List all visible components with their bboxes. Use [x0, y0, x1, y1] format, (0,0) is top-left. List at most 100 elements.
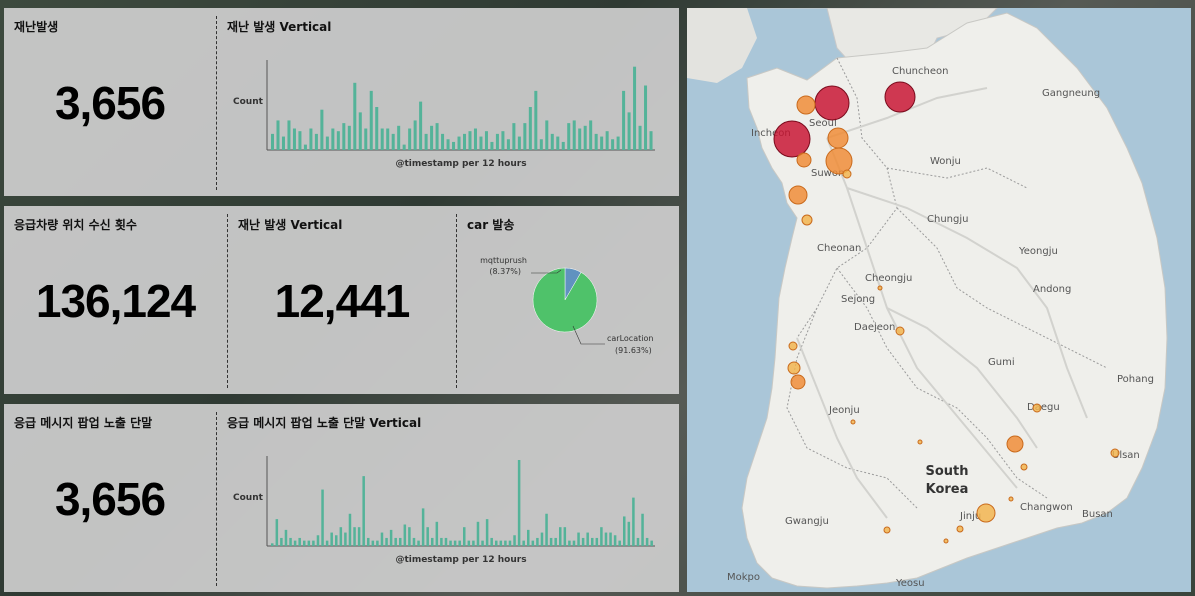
disaster-hist-bar[interactable] [594, 133, 598, 150]
popup-hist-bar[interactable] [645, 537, 649, 546]
disaster-hist-bar[interactable] [309, 128, 313, 151]
disaster-hist-bar[interactable] [413, 120, 417, 150]
popup-hist-bar[interactable] [321, 489, 324, 546]
popup-hist-bar[interactable] [522, 540, 525, 546]
popup-hist-bar[interactable] [485, 519, 489, 546]
disaster-hist-bar[interactable] [512, 123, 516, 150]
popup-hist-bar[interactable] [335, 535, 338, 546]
map-marker[interactable] [788, 185, 808, 205]
map-marker[interactable] [1110, 448, 1120, 458]
disaster-hist-bar[interactable] [495, 133, 499, 150]
popup-hist-bar[interactable] [609, 532, 612, 546]
disaster-hist-bar[interactable] [424, 133, 428, 150]
car-dispatch-pie-chart[interactable]: mqttuprush (8.37%) carLocation (91.63%) [457, 236, 679, 386]
disaster-hist-bar[interactable] [287, 120, 291, 150]
map-marker[interactable] [790, 374, 806, 390]
popup-hist-bar[interactable] [431, 537, 434, 546]
map-marker[interactable] [1008, 496, 1014, 502]
popup-hist-bar[interactable] [316, 535, 320, 546]
popup-hist-bar[interactable] [421, 508, 425, 546]
map-marker[interactable] [842, 169, 852, 179]
disaster-hist-bar[interactable] [386, 128, 390, 151]
map-marker[interactable] [883, 526, 891, 534]
popup-hist-bar[interactable] [513, 535, 516, 546]
popup-hist-bar[interactable] [627, 521, 631, 546]
popup-hist-bar[interactable] [641, 513, 644, 546]
map-marker[interactable] [943, 538, 949, 544]
map-marker[interactable] [796, 95, 816, 115]
disaster-hist-bar[interactable] [539, 139, 543, 150]
map-marker[interactable] [814, 85, 850, 121]
disaster-hist-bar[interactable] [572, 120, 576, 150]
map-marker[interactable] [1032, 403, 1042, 413]
disaster-hist-bar[interactable] [501, 131, 505, 150]
disaster-hist-bar[interactable] [523, 123, 527, 150]
popup-hist-bar[interactable] [636, 537, 640, 546]
popup-hist-bar[interactable] [572, 540, 576, 546]
disaster-hist-bar[interactable] [358, 112, 362, 150]
map-marker[interactable] [787, 361, 801, 375]
popup-hist-bar[interactable] [371, 540, 375, 546]
popup-hist-bar[interactable] [586, 532, 589, 546]
map-canvas[interactable]: Chuncheon Gangneung Seoul Incheon Suwon Wonju… [687, 8, 1191, 592]
disaster-hist-bar[interactable] [633, 66, 637, 150]
popup-hist-bar[interactable] [600, 527, 603, 546]
popup-hist-bar[interactable] [472, 540, 475, 546]
map-marker[interactable] [788, 341, 798, 351]
disaster-hist-bar[interactable] [550, 133, 554, 150]
disaster-hist-bar[interactable] [298, 131, 302, 150]
disaster-hist-bar[interactable] [347, 125, 351, 150]
popup-hist-bar[interactable] [504, 540, 507, 546]
popup-hist-bar[interactable] [559, 527, 562, 546]
disaster-hist-bar[interactable] [342, 123, 346, 150]
map-marker[interactable] [895, 326, 905, 336]
disaster-hist-bar[interactable] [369, 90, 373, 150]
popup-hist-bar[interactable] [632, 497, 635, 546]
popup-hist-bar[interactable] [540, 532, 544, 546]
popup-hist-bar[interactable] [362, 476, 365, 546]
disaster-hist-bar[interactable] [446, 139, 450, 150]
popup-hist-bar[interactable] [399, 537, 402, 546]
popup-hist-bar[interactable] [412, 537, 416, 546]
korea-map[interactable]: Chuncheon Gangneung Seoul Incheon Suwon Wonju… [687, 8, 1191, 592]
popup-hist-bar[interactable] [604, 532, 608, 546]
popup-terminal-vertical-cell[interactable]: 응급 메시지 팝업 노출 단말 Vertical Count @timestamp… [217, 404, 679, 592]
popup-hist-bar[interactable] [330, 532, 333, 546]
map-marker[interactable] [976, 503, 996, 523]
map-marker[interactable] [1020, 463, 1028, 471]
map-marker[interactable] [917, 439, 923, 445]
popup-hist-bar[interactable] [284, 529, 288, 546]
disaster-hist-bar[interactable] [528, 107, 532, 150]
disaster-hist-bar[interactable] [638, 125, 642, 150]
popup-hist-bar[interactable] [531, 540, 535, 546]
disaster-hist-bar[interactable] [380, 128, 384, 151]
disaster-hist-bar[interactable] [578, 128, 582, 151]
map-marker[interactable] [1006, 435, 1024, 453]
popup-hist-bar[interactable] [623, 516, 626, 546]
disaster-hist-bar[interactable] [649, 131, 653, 150]
map-marker[interactable] [796, 152, 812, 168]
map-marker[interactable] [850, 419, 856, 425]
disaster-hist-bar[interactable] [611, 139, 615, 150]
disaster-hist-bar[interactable] [605, 131, 609, 150]
popup-hist-bar[interactable] [353, 527, 356, 546]
popup-hist-bar[interactable] [549, 537, 553, 546]
disaster-vertical-cell[interactable]: 재난 발생 Vertical Count @timestamp per 12 ho… [217, 8, 679, 196]
map-marker[interactable] [827, 127, 849, 149]
disaster-hist-bar[interactable] [419, 101, 423, 150]
popup-hist-bar[interactable] [394, 537, 397, 546]
popup-hist-bar[interactable] [618, 540, 621, 546]
disaster-hist-bar[interactable] [364, 128, 368, 151]
disaster-hist-bar[interactable] [408, 128, 412, 151]
popup-hist-bar[interactable] [339, 527, 343, 546]
map-marker[interactable] [801, 214, 813, 226]
disaster-hist-bar[interactable] [457, 136, 461, 150]
popup-hist-bar[interactable] [463, 527, 466, 546]
disaster-hist-bar[interactable] [583, 125, 587, 150]
popup-hist-bar[interactable] [367, 537, 370, 546]
popup-hist-bar[interactable] [376, 540, 379, 546]
popup-hist-bar[interactable] [650, 540, 653, 546]
disaster-hist-bar[interactable] [441, 133, 445, 150]
disaster-hist-bar[interactable] [627, 112, 631, 150]
map-marker[interactable] [825, 147, 853, 175]
